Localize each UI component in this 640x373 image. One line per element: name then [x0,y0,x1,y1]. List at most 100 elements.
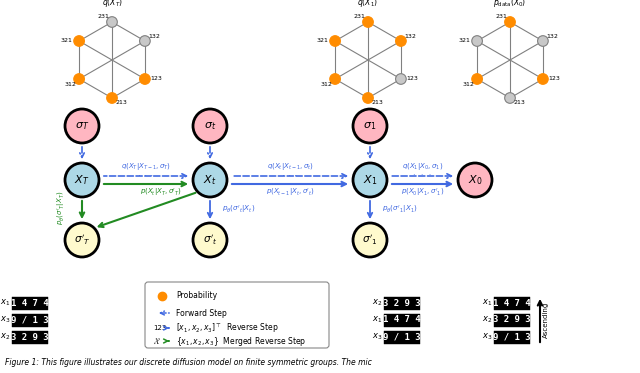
Circle shape [505,17,515,27]
Text: $\{x_1,x_2,x_3\}$  Merged Reverse Step: $\{x_1,x_2,x_3\}$ Merged Reverse Step [176,335,307,348]
Text: · · ·: · · · [138,171,154,181]
FancyBboxPatch shape [384,313,420,326]
Text: 123: 123 [153,325,166,331]
Circle shape [363,93,373,103]
Text: 213: 213 [513,100,525,106]
Text: 231: 231 [353,15,365,19]
Circle shape [193,223,227,257]
FancyBboxPatch shape [384,297,420,310]
Text: 3 2 9 3: 3 2 9 3 [383,298,421,307]
Text: $x_2$: $x_2$ [482,315,492,325]
Text: $\sigma_T$: $\sigma_T$ [75,120,89,132]
Text: 312: 312 [462,81,474,87]
Text: $q(X_T)$: $q(X_T)$ [102,0,122,9]
Text: 321: 321 [316,38,328,44]
Circle shape [396,36,406,46]
Circle shape [505,93,515,103]
Circle shape [538,74,548,84]
Circle shape [65,163,99,197]
Text: Figure 1: This figure illustrates our discrete diffusion model on finite symmetr: Figure 1: This figure illustrates our di… [5,358,372,367]
Circle shape [193,109,227,143]
Text: 123: 123 [548,76,560,81]
Text: Forward Step: Forward Step [176,308,227,317]
Text: 9 / 1 3: 9 / 1 3 [11,316,49,325]
Text: 3 2 9 3: 3 2 9 3 [11,332,49,342]
Circle shape [74,36,84,46]
Circle shape [353,163,387,197]
Text: $x_3$: $x_3$ [371,332,382,342]
FancyBboxPatch shape [384,330,420,344]
Text: $\sigma'_t$: $\sigma'_t$ [203,233,217,247]
FancyBboxPatch shape [12,297,48,310]
Text: 123: 123 [406,76,418,81]
Circle shape [193,163,227,197]
Text: $\sigma'_T$: $\sigma'_T$ [74,233,90,247]
Text: $[x_1,x_2,x_3]^\top$  Reverse Step: $[x_1,x_2,x_3]^\top$ Reverse Step [176,321,278,335]
Text: 213: 213 [115,100,127,106]
FancyBboxPatch shape [494,313,530,326]
Text: $q(X_t|X_{t-1},\sigma_t)$: $q(X_t|X_{t-1},\sigma_t)$ [267,162,314,172]
Text: 9 / 1 3: 9 / 1 3 [493,332,531,342]
Text: $x_2$: $x_2$ [0,332,10,342]
Text: $q(X_1)$: $q(X_1)$ [358,0,378,9]
Text: $p(X_t|X_T,\sigma'_T)$: $p(X_t|X_T,\sigma'_T)$ [140,187,182,199]
Text: 231: 231 [495,15,507,19]
Text: 312: 312 [64,81,76,87]
Text: $X_T$: $X_T$ [74,173,90,187]
FancyBboxPatch shape [145,282,329,348]
Text: $x_1$: $x_1$ [482,298,492,308]
Circle shape [353,109,387,143]
Circle shape [74,74,84,84]
Circle shape [472,74,483,84]
Text: 1 4 7 4: 1 4 7 4 [383,316,421,325]
Text: 321: 321 [458,38,470,44]
Text: $p_\theta(\sigma'_T|X_T)$: $p_\theta(\sigma'_T|X_T)$ [56,191,68,225]
Circle shape [65,223,99,257]
Text: 123: 123 [150,76,162,81]
Text: 231: 231 [97,15,109,19]
Text: $q(X_1|X_0,\sigma_1)$: $q(X_1|X_0,\sigma_1)$ [402,162,443,172]
Circle shape [140,36,150,46]
Text: $x_1$: $x_1$ [372,315,382,325]
Circle shape [396,74,406,84]
Text: $x_1$: $x_1$ [0,298,10,308]
Text: $p_\theta(\sigma'_t|X_t)$: $p_\theta(\sigma'_t|X_t)$ [222,204,255,216]
Text: 213: 213 [371,100,383,106]
Text: $p_{\mathrm{data}}(X_0)$: $p_{\mathrm{data}}(X_0)$ [493,0,527,9]
Circle shape [458,163,492,197]
Text: $p(X_0|X_1,\sigma'_1)$: $p(X_0|X_1,\sigma'_1)$ [401,187,444,199]
Circle shape [472,36,483,46]
Text: $X_1$: $X_1$ [363,173,377,187]
Text: Probability: Probability [176,292,217,301]
Text: $x_3$: $x_3$ [481,332,492,342]
Text: $p_\theta(\sigma'_1|X_1)$: $p_\theta(\sigma'_1|X_1)$ [382,204,418,216]
Text: $\sigma'_1$: $\sigma'_1$ [362,233,378,247]
Text: 1 4 7 4: 1 4 7 4 [11,298,49,307]
Circle shape [538,36,548,46]
Circle shape [140,74,150,84]
FancyBboxPatch shape [494,330,530,344]
Circle shape [363,17,373,27]
Text: 132: 132 [148,34,160,38]
Circle shape [65,109,99,143]
Circle shape [107,93,117,103]
Text: 321: 321 [60,38,72,44]
Text: $\mathcal{X}$: $\mathcal{X}$ [153,336,161,346]
Text: 132: 132 [404,34,416,38]
FancyBboxPatch shape [494,297,530,310]
Text: 132: 132 [546,34,558,38]
Text: $q(X_T|X_{T-1},\sigma_T)$: $q(X_T|X_{T-1},\sigma_T)$ [121,162,171,172]
Text: $X_0$: $X_0$ [468,173,483,187]
Text: · · ·: · · · [282,171,298,181]
Circle shape [107,17,117,27]
Text: $\sigma_t$: $\sigma_t$ [204,120,216,132]
Text: $x_2$: $x_2$ [372,298,382,308]
Circle shape [330,74,340,84]
FancyBboxPatch shape [12,330,48,344]
Circle shape [330,36,340,46]
FancyBboxPatch shape [12,313,48,326]
Text: 3 2 9 3: 3 2 9 3 [493,316,531,325]
Text: 9 / 1 3: 9 / 1 3 [383,332,421,342]
Text: $\sigma_1$: $\sigma_1$ [364,120,377,132]
Text: $p(X_{t-1}|X_t,\sigma'_t)$: $p(X_{t-1}|X_t,\sigma'_t)$ [266,187,314,199]
